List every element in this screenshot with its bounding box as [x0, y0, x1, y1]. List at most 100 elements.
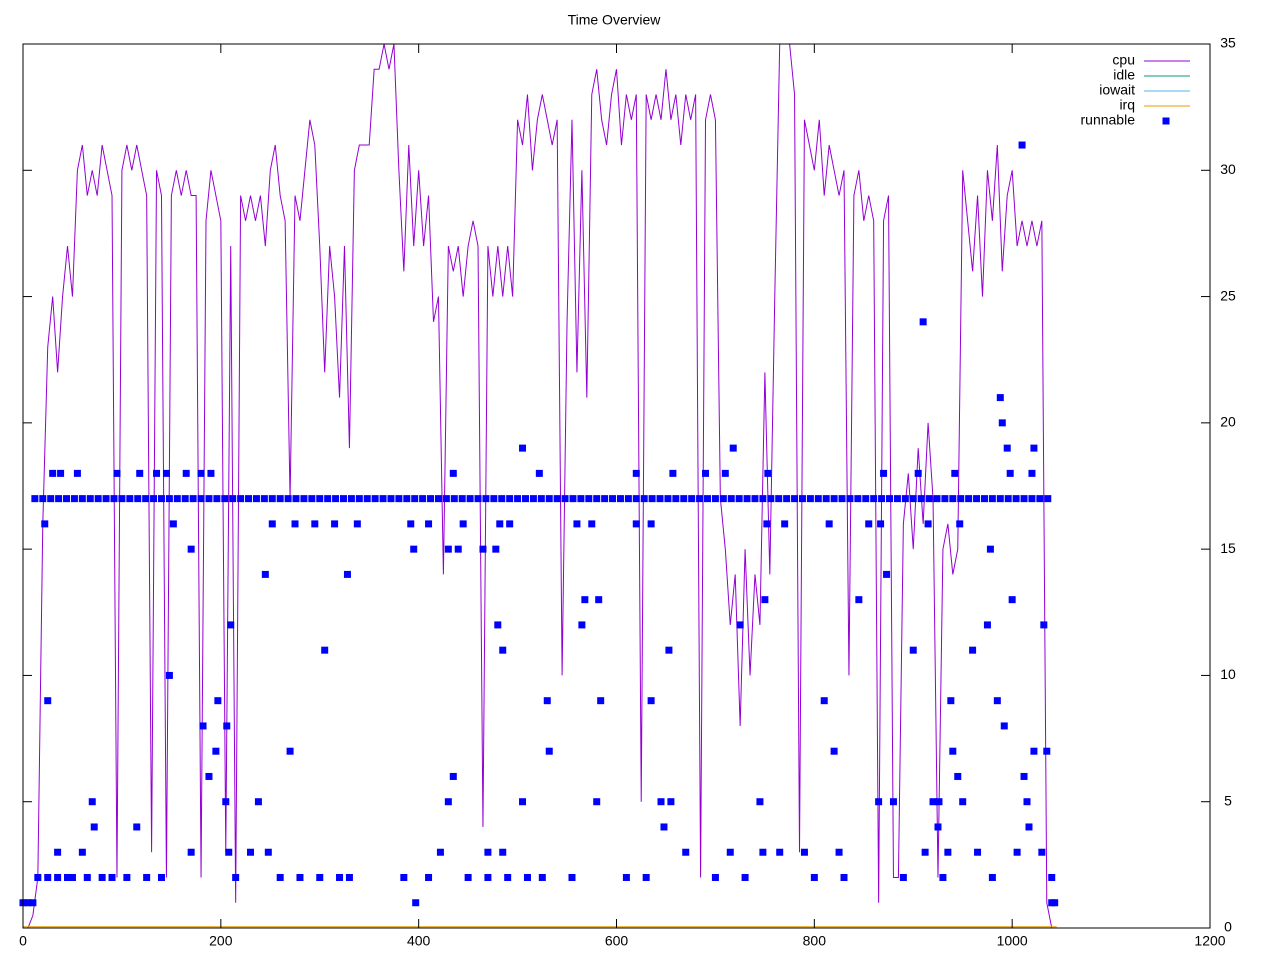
- point: [150, 495, 158, 503]
- point: [450, 495, 458, 503]
- point: [425, 520, 433, 528]
- point: [24, 899, 32, 907]
- point: [363, 495, 371, 503]
- point: [94, 495, 102, 503]
- point: [719, 495, 727, 503]
- point: [783, 495, 791, 503]
- point: [268, 520, 276, 528]
- point: [925, 495, 933, 503]
- point: [222, 798, 230, 806]
- point: [78, 848, 86, 856]
- point: [245, 495, 253, 503]
- point: [400, 873, 408, 881]
- point: [553, 495, 561, 503]
- point: [181, 495, 189, 503]
- point: [189, 495, 197, 503]
- point: [921, 848, 929, 856]
- point: [379, 495, 387, 503]
- point: [883, 570, 891, 578]
- point: [199, 722, 207, 730]
- point: [640, 495, 648, 503]
- point: [901, 495, 909, 503]
- point: [321, 646, 329, 654]
- point: [825, 520, 833, 528]
- point: [764, 469, 772, 477]
- point: [820, 697, 828, 705]
- point: [54, 873, 62, 881]
- point: [775, 495, 783, 503]
- point: [1003, 444, 1011, 452]
- point: [264, 848, 272, 856]
- point: [223, 722, 231, 730]
- point: [387, 495, 395, 503]
- point: [353, 520, 361, 528]
- x-tick-label: 800: [803, 933, 827, 949]
- point: [947, 697, 955, 705]
- point: [996, 394, 1004, 402]
- point: [519, 444, 527, 452]
- point: [951, 469, 959, 477]
- point: [711, 873, 719, 881]
- point: [529, 495, 537, 503]
- point: [545, 495, 553, 503]
- point: [153, 469, 161, 477]
- point: [252, 495, 260, 503]
- point: [55, 495, 63, 503]
- point: [229, 495, 237, 503]
- point: [899, 873, 907, 881]
- point: [776, 848, 784, 856]
- point: [914, 469, 922, 477]
- point: [492, 545, 500, 553]
- point: [324, 495, 332, 503]
- point: [142, 495, 150, 503]
- point: [412, 899, 420, 907]
- point: [577, 495, 585, 503]
- point: [959, 798, 967, 806]
- point: [632, 469, 640, 477]
- point: [893, 495, 901, 503]
- point: [197, 495, 205, 503]
- point: [197, 469, 205, 477]
- point: [347, 495, 355, 503]
- point: [597, 697, 605, 705]
- point: [136, 469, 144, 477]
- legend-label: idle: [1113, 67, 1135, 83]
- point: [996, 495, 1004, 503]
- point: [682, 848, 690, 856]
- point: [665, 646, 673, 654]
- point: [247, 848, 255, 856]
- point: [482, 495, 490, 503]
- point: [656, 495, 664, 503]
- legend-label: cpu: [1112, 52, 1135, 68]
- point: [336, 873, 344, 881]
- point: [143, 873, 151, 881]
- point: [889, 798, 897, 806]
- point: [332, 495, 340, 503]
- point: [1030, 444, 1038, 452]
- point: [425, 873, 433, 881]
- point: [70, 495, 78, 503]
- point: [261, 570, 269, 578]
- point: [88, 798, 96, 806]
- point: [1051, 899, 1059, 907]
- point: [660, 823, 668, 831]
- point: [855, 596, 863, 604]
- point: [1013, 848, 1021, 856]
- point: [110, 495, 118, 503]
- point: [924, 520, 932, 528]
- point: [688, 495, 696, 503]
- point: [44, 697, 52, 705]
- x-tick-label: 1200: [1194, 933, 1225, 949]
- point: [822, 495, 830, 503]
- point: [254, 798, 262, 806]
- point: [29, 899, 37, 907]
- point: [395, 495, 403, 503]
- point: [642, 873, 650, 881]
- point: [1012, 495, 1020, 503]
- point: [751, 495, 759, 503]
- point: [543, 697, 551, 705]
- point: [1004, 495, 1012, 503]
- point: [498, 495, 506, 503]
- point: [514, 495, 522, 503]
- point: [331, 520, 339, 528]
